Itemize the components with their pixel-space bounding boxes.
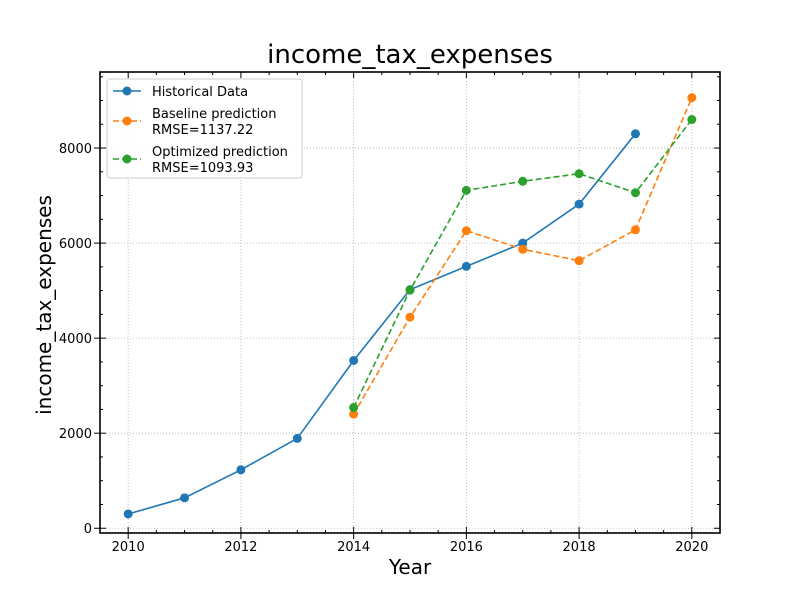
series-3-point xyxy=(574,169,584,179)
grid xyxy=(100,72,720,533)
series-line-3 xyxy=(352,119,693,408)
series-2-point xyxy=(349,409,359,419)
series-3-point xyxy=(349,403,359,413)
series-2-point xyxy=(687,93,697,103)
series-1-point xyxy=(518,238,528,248)
x-tick-label: 2010 xyxy=(112,540,145,555)
y-tick-label: 2000 xyxy=(59,427,92,442)
x-tick-label: 2020 xyxy=(675,540,708,555)
legend-swatch-marker-1 xyxy=(122,86,132,96)
legend-label-2: RMSE=1137.22 xyxy=(152,123,253,138)
series-1-point xyxy=(236,465,246,475)
plot-series xyxy=(123,93,697,519)
y-tick-label: 6000 xyxy=(59,237,92,252)
legend-label-2: Baseline prediction xyxy=(152,107,276,122)
series-2-point xyxy=(630,225,640,235)
legend-swatch-marker-2 xyxy=(122,116,132,126)
series-1-point xyxy=(180,493,190,503)
legend-box xyxy=(106,78,303,179)
series-1-point xyxy=(630,129,640,139)
legend-swatch-marker-3 xyxy=(122,154,132,164)
series-1-point xyxy=(123,509,133,519)
series-2-point xyxy=(461,226,471,236)
x-tick-label: 2012 xyxy=(224,540,257,555)
y-tick-label: 8000 xyxy=(59,142,92,157)
series-3-point xyxy=(687,115,697,125)
series-line-1 xyxy=(127,133,637,515)
series-1-point xyxy=(574,199,584,209)
y-axis-label: income_tax_expenses xyxy=(32,195,56,415)
legend-label-3: RMSE=1093.93 xyxy=(152,161,253,176)
axes: 2010 2012 2014 2016 2018 2020 0 2000 4000 6000 800… xyxy=(59,71,721,555)
series-1-point xyxy=(461,261,471,271)
x-axis-label: Year xyxy=(388,555,432,579)
series-2-point xyxy=(518,244,528,254)
series-3-point xyxy=(630,188,640,198)
legend-label-3: Optimized prediction xyxy=(152,145,288,160)
series-1-point xyxy=(349,355,359,365)
x-tick-label: 2016 xyxy=(450,540,483,555)
series-3-point xyxy=(461,185,471,195)
y-tick-label: 0 xyxy=(84,522,92,537)
series-1-point xyxy=(292,433,302,443)
series-line-2 xyxy=(352,97,693,415)
series-3-point xyxy=(405,285,415,295)
series-3-point xyxy=(518,176,528,186)
legend-label-1: Historical Data xyxy=(152,85,248,100)
series-2-point xyxy=(405,312,415,322)
y-tick-label: 4000 xyxy=(59,332,92,347)
series-2-point xyxy=(574,256,584,266)
x-tick-label: 2018 xyxy=(563,540,596,555)
chart-title: income_tax_expenses xyxy=(267,40,553,70)
x-tick-label: 2014 xyxy=(337,540,370,555)
